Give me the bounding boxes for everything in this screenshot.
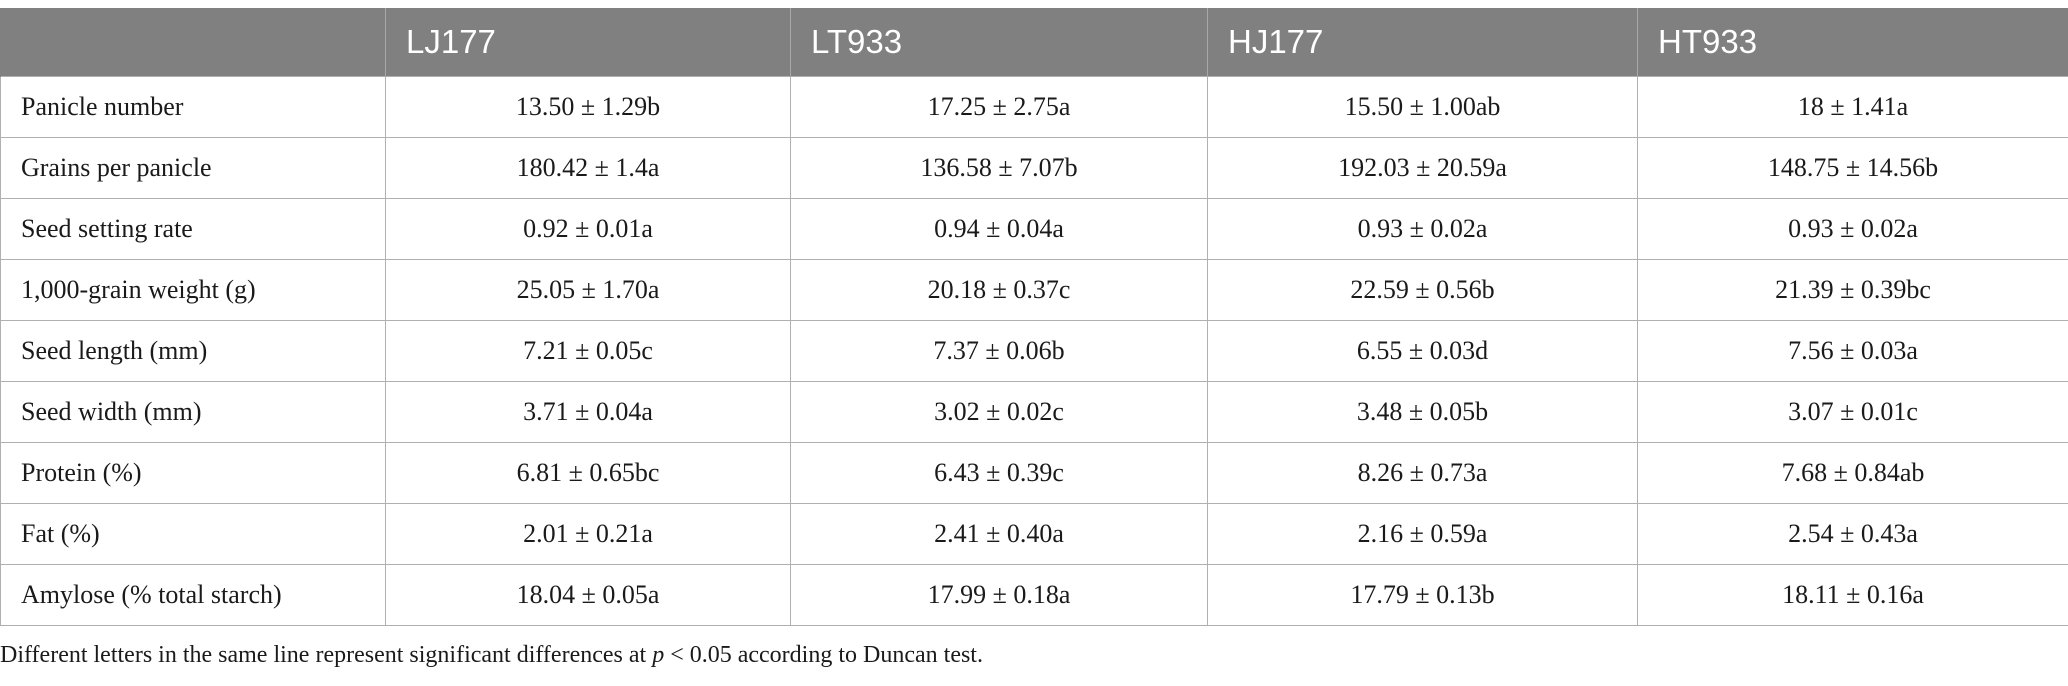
footnote-text-before: Different letters in the same line repre… (0, 642, 653, 668)
table-body: Panicle number 13.50 ± 1.29b 17.25 ± 2.75a… (0, 76, 2068, 626)
table-cell: 17.25 ± 2.75a (790, 76, 1208, 138)
table-cell: 148.75 ± 14.56b (1637, 137, 2068, 199)
table-cell: 3.71 ± 0.04a (385, 381, 791, 443)
row-label: 1,000-grain weight (g) (0, 259, 386, 321)
table-cell: 6.81 ± 0.65bc (385, 442, 791, 504)
table-cell: 20.18 ± 0.37c (790, 259, 1208, 321)
footnote-p-symbol: p (652, 642, 665, 668)
table-row: Amylose (% total starch) 18.04 ± 0.05a 17.… (0, 564, 2068, 626)
table-cell: 180.42 ± 1.4a (385, 137, 791, 199)
table-cell: 3.48 ± 0.05b (1207, 381, 1638, 443)
footnote-text-after: < 0.05 according to Duncan test. (664, 642, 983, 668)
table-cell: 21.39 ± 0.39bc (1637, 259, 2068, 321)
row-label: Seed setting rate (0, 198, 386, 260)
row-label: Protein (%) (0, 442, 386, 504)
table-row: 1,000-grain weight (g) 25.05 ± 1.70a 20.18… (0, 259, 2068, 321)
table-cell: 2.01 ± 0.21a (385, 503, 791, 565)
table-cell: 18.11 ± 0.16a (1637, 564, 2068, 626)
table-cell: 13.50 ± 1.29b (385, 76, 791, 138)
table-cell: 2.54 ± 0.43a (1637, 503, 2068, 565)
table-row: Panicle number 13.50 ± 1.29b 17.25 ± 2.75a… (0, 76, 2068, 138)
header-cell-ht933: HT933 (1637, 8, 2068, 77)
table-cell: 18.04 ± 0.05a (385, 564, 791, 626)
header-cell-blank (0, 8, 386, 77)
row-label: Panicle number (0, 76, 386, 138)
data-table-container: LJ177 LT933 HJ177 HT933 Panicle number 13… (0, 8, 2068, 626)
table-cell: 7.21 ± 0.05c (385, 320, 791, 382)
table-cell: 7.37 ± 0.06b (790, 320, 1208, 382)
header-cell-lj177: LJ177 (385, 8, 791, 77)
table-cell: 17.79 ± 0.13b (1207, 564, 1638, 626)
table-cell: 0.93 ± 0.02a (1637, 198, 2068, 260)
table-row: Seed length (mm) 7.21 ± 0.05c 7.37 ± 0.06b… (0, 320, 2068, 382)
table-cell: 3.07 ± 0.01c (1637, 381, 2068, 443)
table-cell: 0.94 ± 0.04a (790, 198, 1208, 260)
table-cell: 7.56 ± 0.03a (1637, 320, 2068, 382)
table-cell: 0.93 ± 0.02a (1207, 198, 1638, 260)
row-label: Seed width (mm) (0, 381, 386, 443)
table-cell: 3.02 ± 0.02c (790, 381, 1208, 443)
table-cell: 2.16 ± 0.59a (1207, 503, 1638, 565)
results-table: LJ177 LT933 HJ177 HT933 Panicle number 13… (0, 8, 2068, 626)
table-cell: 0.92 ± 0.01a (385, 198, 791, 260)
table-cell: 17.99 ± 0.18a (790, 564, 1208, 626)
header-row: LJ177 LT933 HJ177 HT933 (0, 8, 2068, 77)
header-cell-hj177: HJ177 (1207, 8, 1638, 77)
table-row: Seed setting rate 0.92 ± 0.01a 0.94 ± 0.04… (0, 198, 2068, 260)
row-label: Fat (%) (0, 503, 386, 565)
table-row: Protein (%) 6.81 ± 0.65bc 6.43 ± 0.39c 8.26… (0, 442, 2068, 504)
table-cell: 22.59 ± 0.56b (1207, 259, 1638, 321)
table-row: Seed width (mm) 3.71 ± 0.04a 3.02 ± 0.02c 3… (0, 381, 2068, 443)
table-cell: 6.55 ± 0.03d (1207, 320, 1638, 382)
table-cell: 15.50 ± 1.00ab (1207, 76, 1638, 138)
table-row: Grains per panicle 180.42 ± 1.4a 136.58 ± … (0, 137, 2068, 199)
row-label: Seed length (mm) (0, 320, 386, 382)
table-cell: 6.43 ± 0.39c (790, 442, 1208, 504)
table-cell: 136.58 ± 7.07b (790, 137, 1208, 199)
table-row: Fat (%) 2.01 ± 0.21a 2.41 ± 0.40a 2.16 ± 0.… (0, 503, 2068, 565)
table-cell: 8.26 ± 0.73a (1207, 442, 1638, 504)
table-cell: 7.68 ± 0.84ab (1637, 442, 2068, 504)
table-cell: 2.41 ± 0.40a (790, 503, 1208, 565)
header-cell-lt933: LT933 (790, 8, 1208, 77)
row-label: Amylose (% total starch) (0, 564, 386, 626)
table-cell: 25.05 ± 1.70a (385, 259, 791, 321)
row-label: Grains per panicle (0, 137, 386, 199)
table-cell: 18 ± 1.41a (1637, 76, 2068, 138)
table-cell: 192.03 ± 20.59a (1207, 137, 1638, 199)
table-footnote: Different letters in the same line repre… (0, 642, 983, 669)
